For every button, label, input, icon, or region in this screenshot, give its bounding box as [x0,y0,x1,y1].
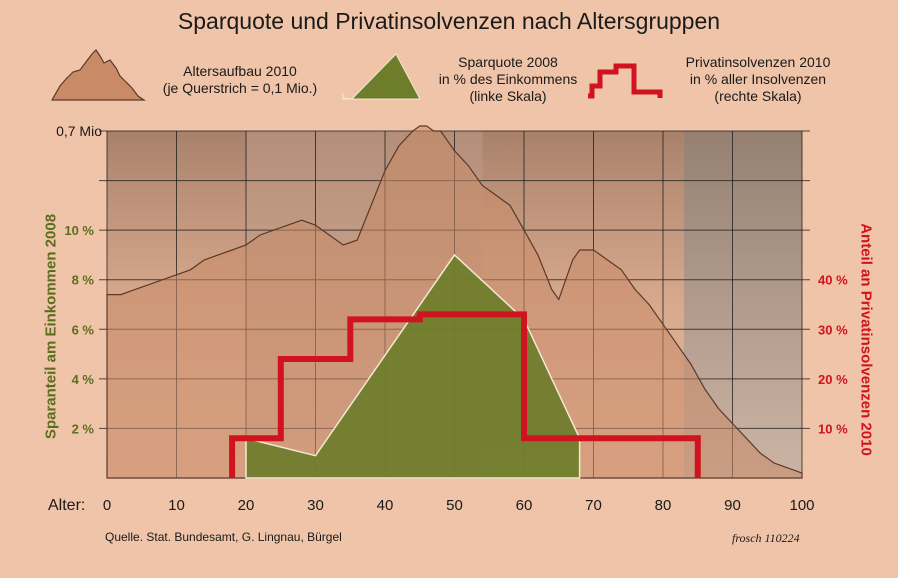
y-left-tick-label: 6 % [72,322,95,337]
x-tick-label: 60 [516,497,533,514]
x-axis-title: Alter: [48,497,85,514]
x-tick-label: 0 [103,497,111,514]
legend-population-icon [50,49,146,101]
chart-title: Sparquote und Privatinsolvenzen nach Alt… [177,8,721,34]
x-tick-label: 10 [168,497,185,514]
legend-insolvency: Privatinsolvenzen 2010 in % aller Insolv… [668,54,848,105]
x-tick-label: 100 [789,497,814,514]
x-tick-label: 30 [307,497,324,514]
y-right-tick-label: 20 % [818,372,848,387]
x-tick-label: 40 [377,497,394,514]
legend-savings-line3: (linke Skala) [469,88,547,104]
y-axis-left-title: Sparanteil am Einkommen 2008 [42,213,60,440]
x-tick-label: 50 [446,497,463,514]
y-right-tick-label: 30 % [818,322,848,337]
x-tick-label: 80 [655,497,672,514]
legend-savings: Sparquote 2008 in % des Einkommens (link… [428,54,588,105]
y-left-tick-label: 2 % [72,421,95,436]
source-note: Quelle. Stat. Bundesamt, G. Lingnau, Bür… [105,530,342,544]
y-left-tick-label: 4 % [72,372,95,387]
legend-savings-icon [342,53,421,100]
legend-savings-line1: Sparquote 2008 [458,54,558,70]
y-left-tick-label: 10 % [64,223,94,238]
y-right-tick-label: 40 % [818,273,848,288]
legend-insolvency-line2: in % aller Insolvenzen [689,71,827,87]
legend-insolvency-line3: (rechte Skala) [714,88,802,104]
legend-population-line1: Altersaufbau 2010 [183,63,297,79]
x-tick-label: 20 [238,497,255,514]
insolvency-line [229,311,701,479]
credit-note: frosch 110224 [732,531,800,545]
legend-savings-line2: in % des Einkommens [438,71,578,87]
y-axis-right-title: Anteil an Privatinsolvenzen 2010 [857,223,875,456]
y-right-tick-label: 10 % [818,421,848,436]
x-tick-label: 70 [585,497,602,514]
population-axis-label: 0,7 Mio [56,123,102,139]
legend-population: Altersaufbau 2010 (je Querstrich = 0,1 M… [140,63,340,97]
legend-population-line2: (je Querstrich = 0,1 Mio.) [162,80,318,96]
legend-insolvency-icon [588,63,663,99]
y-left-tick-label: 8 % [72,273,95,288]
legend-insolvency-line1: Privatinsolvenzen 2010 [685,54,831,70]
x-tick-label: 90 [724,497,741,514]
